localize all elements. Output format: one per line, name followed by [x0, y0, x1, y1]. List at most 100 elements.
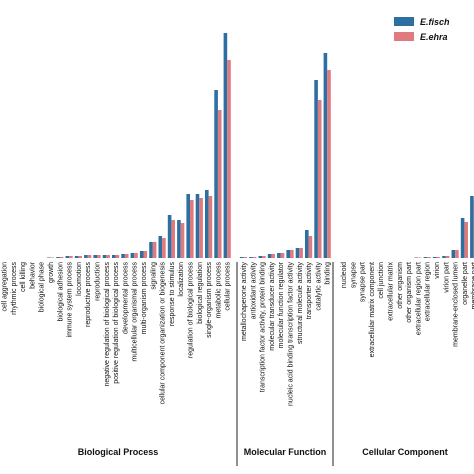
- x-tick-label: positive regulation of biological proces…: [113, 262, 120, 384]
- bar: [162, 238, 166, 258]
- legend-label: E.ehra: [420, 32, 448, 42]
- x-tick-label: developmental process: [122, 262, 129, 334]
- bar: [186, 194, 190, 258]
- x-tick-label: other organism part: [406, 262, 413, 323]
- bar: [436, 257, 441, 258]
- x-tick-label: metallochaperone activity: [241, 262, 248, 341]
- x-tick-label: nucleoid: [341, 262, 348, 288]
- legend-label: E.fisch: [420, 17, 450, 27]
- bar: [470, 196, 474, 258]
- x-tick-label: synapse part: [360, 262, 367, 302]
- group-label: Cellular Component: [362, 447, 448, 457]
- x-tick-label: cell junction: [378, 262, 385, 299]
- bar: [271, 254, 275, 258]
- bar: [115, 255, 120, 258]
- bar: [56, 257, 60, 258]
- bar: [130, 253, 135, 258]
- bar: [427, 257, 431, 258]
- bar: [195, 194, 200, 258]
- bar: [152, 242, 157, 258]
- x-tick-label: biological adhesion: [57, 262, 64, 322]
- x-tick-label: membrane part: [471, 262, 474, 310]
- bar: [262, 256, 266, 258]
- x-tick-label: behavior: [29, 261, 36, 289]
- x-tick-label: negative regulation of biological proces…: [104, 262, 111, 387]
- x-tick-label: rhythmic process: [11, 262, 18, 315]
- bar: [112, 255, 116, 258]
- group-label: Molecular Function: [244, 447, 327, 457]
- bar: [124, 254, 129, 258]
- x-tick-label: virion part: [443, 262, 450, 293]
- bar: [286, 250, 290, 258]
- x-tick-label: extracellular matrix: [388, 262, 395, 321]
- x-tick-label: signaling: [150, 262, 157, 290]
- bar: [84, 255, 88, 258]
- x-tick-label: immune system process: [67, 262, 74, 338]
- bar: [50, 257, 55, 258]
- bar: [442, 256, 446, 258]
- x-tick-label: locomotion: [76, 262, 83, 296]
- bar: [432, 257, 437, 258]
- x-tick-label: extracellular region part: [415, 262, 422, 335]
- bar: [323, 53, 328, 258]
- bar: [121, 254, 125, 258]
- x-tick-label: antioxidant activity: [250, 262, 257, 320]
- bar: [460, 218, 465, 258]
- bar: [46, 257, 51, 258]
- bar: [97, 255, 101, 258]
- bar: [65, 256, 70, 258]
- x-tick-label: molecular transducer activity: [269, 262, 276, 351]
- bar: [143, 251, 148, 258]
- bar: [267, 254, 272, 258]
- x-tick-label: molecular function regulator: [278, 261, 285, 348]
- x-tick-label: nucleic acid binding transcription facto…: [288, 262, 295, 406]
- bar: [78, 256, 82, 258]
- bar: [327, 70, 331, 258]
- bar: [464, 222, 468, 258]
- x-tick-label: localization: [178, 262, 185, 297]
- bar: [314, 80, 318, 258]
- bar: [217, 110, 222, 258]
- group-label: Biological Process: [78, 447, 159, 457]
- bar: [417, 257, 422, 258]
- bar: [74, 256, 79, 258]
- x-tick-label: transcription factor activity, protein b…: [260, 262, 267, 392]
- x-tick-label: extracellular region: [425, 262, 432, 321]
- bar: [139, 251, 144, 258]
- bar: [205, 190, 209, 258]
- bar: [214, 90, 218, 258]
- bar: [295, 248, 300, 258]
- bar: [180, 223, 185, 258]
- x-tick-label: regulation of biological process: [188, 262, 195, 359]
- x-tick-label: growth: [48, 262, 55, 283]
- bar: [106, 255, 110, 258]
- x-tick-label: cellular process: [225, 262, 232, 311]
- bar: [308, 236, 313, 258]
- x-tick-label: structural molecule activity: [297, 262, 304, 345]
- bar: [280, 253, 285, 258]
- x-tick-label: reproduction: [95, 262, 102, 301]
- x-tick-label: single-organism process: [206, 262, 213, 338]
- bar: [414, 257, 418, 258]
- bar: [252, 257, 257, 258]
- x-tick-label: synapse: [350, 262, 357, 288]
- bar: [177, 220, 181, 258]
- bar: [277, 253, 281, 258]
- bar: [451, 250, 456, 258]
- x-tick-label: multi-organism process: [141, 262, 148, 335]
- x-tick-label: response to stimulus: [169, 262, 176, 327]
- bar: [290, 250, 294, 258]
- bar: [249, 257, 253, 258]
- x-tick-label: organelle part: [462, 262, 469, 305]
- x-tick-label: cell aggregation: [2, 262, 9, 312]
- bar: [171, 220, 175, 258]
- bar: [258, 256, 263, 258]
- bar: [190, 200, 194, 258]
- bar: [208, 196, 213, 258]
- x-tick-label: extracellular matrix component: [369, 262, 376, 357]
- bar: [149, 242, 153, 258]
- bar: [305, 230, 309, 258]
- bar: [87, 255, 92, 258]
- x-tick-label: transporter activity: [306, 262, 313, 320]
